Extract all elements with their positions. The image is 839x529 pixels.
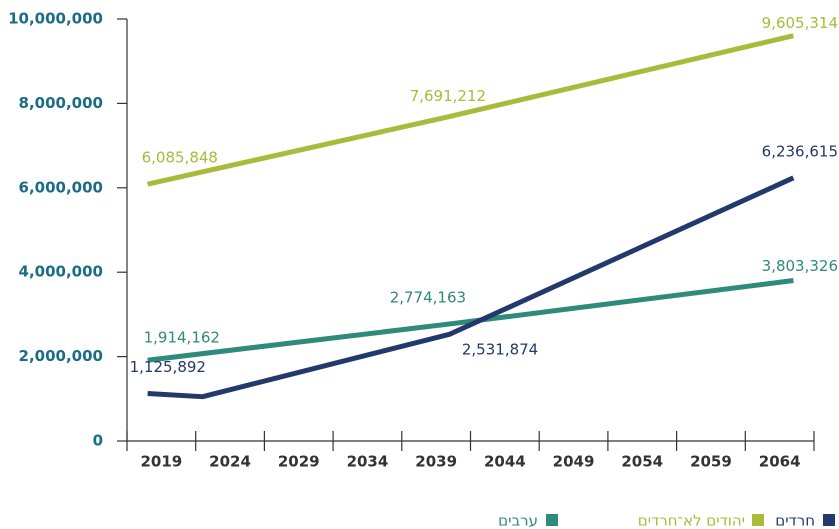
x-tick-label: 2029 xyxy=(278,453,320,471)
data-label: 2,774,163 xyxy=(390,288,466,306)
legend-label: חרדים xyxy=(775,512,815,529)
y-tick-label: 8,000,000 xyxy=(19,94,103,112)
series-line xyxy=(147,278,794,363)
x-tick-label: 2019 xyxy=(140,453,182,471)
x-tick-label: 2049 xyxy=(553,453,595,471)
series-line xyxy=(147,33,794,187)
y-tick-label: 2,000,000 xyxy=(19,347,103,365)
data-label: 1,125,892 xyxy=(130,358,206,376)
data-label: 1,914,162 xyxy=(144,329,220,347)
series-line xyxy=(147,175,795,400)
y-tick-label: 4,000,000 xyxy=(19,263,103,281)
data-label: 6,236,615 xyxy=(762,142,838,160)
data-label: 3,803,326 xyxy=(762,257,838,275)
legend-label: ערבים xyxy=(498,512,538,529)
x-tick-label: 2054 xyxy=(621,453,663,471)
legend-swatch xyxy=(546,514,558,526)
data-label: 9,605,314 xyxy=(762,14,838,32)
x-tick-label: 2034 xyxy=(347,453,389,471)
x-tick-label: 2059 xyxy=(690,453,732,471)
data-label: 7,691,212 xyxy=(410,87,486,105)
x-tick-label: 2039 xyxy=(415,453,457,471)
y-tick-label: 10,000,000 xyxy=(8,10,103,28)
legend-swatch xyxy=(823,514,835,526)
x-tick-label: 2024 xyxy=(209,453,251,471)
x-tick-label: 2044 xyxy=(484,453,526,471)
y-tick-label: 6,000,000 xyxy=(19,178,103,196)
legend-swatch xyxy=(752,514,764,526)
legend-label: יהודים לא־חרדים xyxy=(638,512,745,529)
data-label: 2,531,874 xyxy=(462,341,538,359)
data-label: 6,085,848 xyxy=(142,149,218,167)
x-tick-label: 2064 xyxy=(759,453,801,471)
y-tick-label: 0 xyxy=(93,432,103,450)
